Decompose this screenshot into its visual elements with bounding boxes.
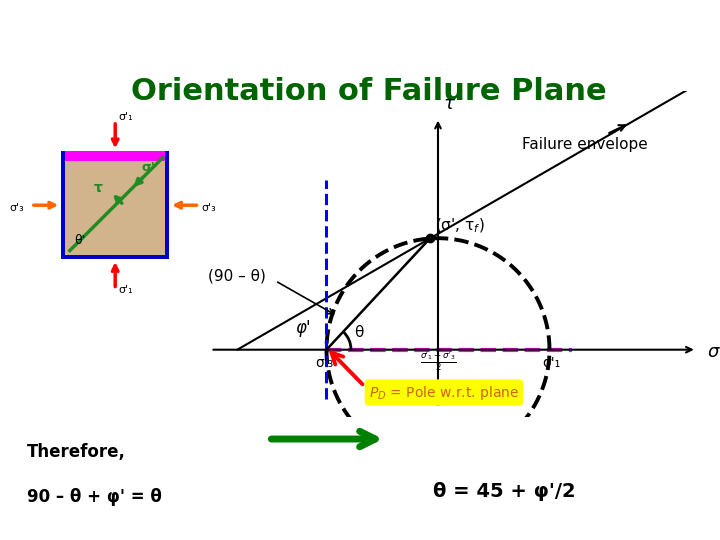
Text: σ': σ' xyxy=(141,160,155,174)
Text: $P_D$ = Pole w.r.t. plane: $P_D$ = Pole w.r.t. plane xyxy=(369,383,519,402)
Text: Therefore,: Therefore, xyxy=(27,443,125,461)
Text: σ'₃: σ'₃ xyxy=(9,202,24,213)
Text: τ: τ xyxy=(94,181,102,195)
Text: θ = 45 + φ'/2: θ = 45 + φ'/2 xyxy=(433,482,575,501)
Bar xyxy=(166,151,169,259)
Text: (σ', τ$_f$): (σ', τ$_f$) xyxy=(436,217,485,235)
Text: σ'₁: σ'₁ xyxy=(119,285,133,295)
Text: Failure envelope: Failure envelope xyxy=(522,125,648,152)
Bar xyxy=(61,151,169,259)
Bar xyxy=(61,255,169,259)
Text: σ': σ' xyxy=(708,343,720,361)
Text: θ': θ' xyxy=(74,234,85,247)
Text: 90 – θ + φ' = θ: 90 – θ + φ' = θ xyxy=(27,488,161,506)
Text: Orientation of Failure Plane: Orientation of Failure Plane xyxy=(131,77,607,106)
Text: σ'₁: σ'₁ xyxy=(543,356,561,370)
Text: $\frac{\sigma'_1+\sigma'_3}{2}$: $\frac{\sigma'_1+\sigma'_3}{2}$ xyxy=(420,350,456,373)
Bar xyxy=(61,151,169,161)
Text: σ'₁: σ'₁ xyxy=(119,112,133,122)
Text: φ': φ' xyxy=(295,319,311,337)
Bar xyxy=(61,151,65,259)
Text: σ'₃: σ'₃ xyxy=(202,202,216,213)
Text: σ'₃: σ'₃ xyxy=(315,356,333,370)
Text: (90 – θ): (90 – θ) xyxy=(208,269,266,284)
Text: τ: τ xyxy=(444,95,454,113)
Text: θ: θ xyxy=(354,325,364,340)
